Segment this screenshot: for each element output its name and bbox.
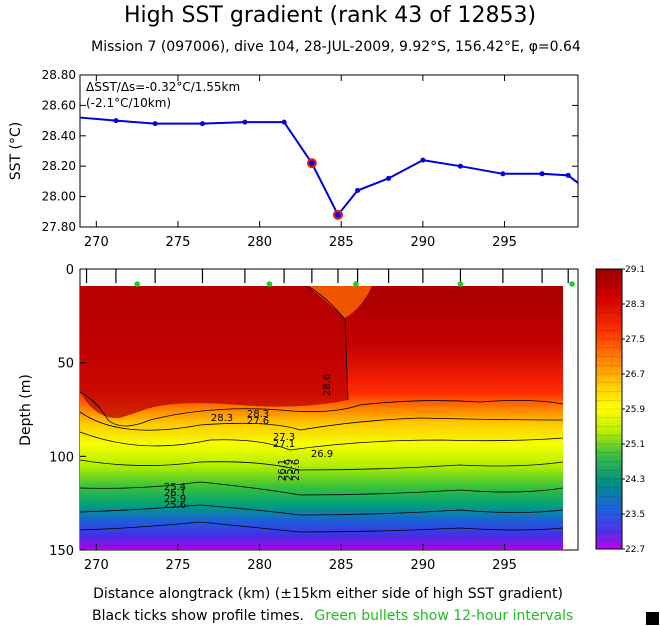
section-x-axis-label: Distance alongtrack (km) (±15km either s… xyxy=(93,586,563,602)
sst-x-tick-label: 285 xyxy=(329,235,354,250)
section-x-tick-label: 270 xyxy=(84,558,109,573)
contour-label: 27.1 xyxy=(273,439,295,450)
colorbar-ticks: 29.1 28.3 27.5 26.7 25.9 25.1 24.3 23.5 22.7 xyxy=(622,265,645,555)
sst-x-tick-label: 280 xyxy=(247,235,272,250)
chart-title: High SST gradient (rank 43 of 12853) xyxy=(124,3,536,28)
colorbar-tick-label: 24.3 xyxy=(625,475,645,485)
footer-profile-ticks-note: Black ticks show profile times. xyxy=(92,608,304,624)
sst-y-tick-label: 28.00 xyxy=(42,190,76,204)
sst-gradient-annotation: ΔSST/Δs=-0.32°C/1.55km xyxy=(86,80,240,94)
green-bullet xyxy=(569,281,575,287)
section-x-tick-label: 285 xyxy=(329,558,354,573)
sst-y-tick-label: 28.80 xyxy=(42,68,76,82)
footer-green-bullets-note: Green bullets show 12-hour intervals xyxy=(314,608,573,624)
sst-point xyxy=(386,175,392,181)
contour-label: 28.6 xyxy=(322,374,333,396)
section-surface-lens xyxy=(308,286,372,318)
section-profile-ticks xyxy=(85,269,569,283)
colorbar-tick-label: 28.3 xyxy=(625,300,645,310)
sst-point xyxy=(355,188,361,194)
footer-note: Black ticks show profile times. Green bu… xyxy=(92,608,573,624)
section-contours xyxy=(80,286,563,533)
section-warm-core xyxy=(80,286,348,419)
sst-plot-frame xyxy=(79,74,579,228)
sst-point xyxy=(539,171,545,177)
green-bullet xyxy=(353,281,359,287)
sst-point xyxy=(199,121,205,127)
colorbar-tick-label: 29.1 xyxy=(625,265,645,275)
sst-point xyxy=(309,160,315,166)
sst-point xyxy=(565,172,571,178)
section-x-tick-label: 290 xyxy=(410,558,435,573)
sst-point xyxy=(281,119,287,125)
sst-point xyxy=(152,121,158,127)
corner-marker xyxy=(646,612,659,625)
sst-x-tick-label: 295 xyxy=(492,235,517,250)
sst-x-tick-label: 270 xyxy=(84,235,109,250)
colorbar-fill xyxy=(595,268,623,550)
sst-x-axis: 270 275 280 285 290 295 xyxy=(84,75,517,250)
colorbar: 29.1 28.3 27.5 26.7 25.9 25.1 24.3 23.5 22.7 xyxy=(595,265,645,555)
sst-x-tick-label: 290 xyxy=(410,235,435,250)
sst-y-tick-label: 28.20 xyxy=(42,159,76,173)
chart-subtitle: Mission 7 (097006), dive 104, 28-JUL-200… xyxy=(91,39,581,55)
contour-label: 25.9 xyxy=(164,494,186,505)
sst-point xyxy=(500,171,506,177)
contour-label: 28.3 xyxy=(247,409,269,420)
sst-point xyxy=(335,212,341,218)
sst-y-axis-label: SST (°C) xyxy=(8,122,24,180)
sst-series-line xyxy=(79,116,579,217)
colorbar-tick-label: 22.7 xyxy=(625,545,645,555)
sst-point xyxy=(242,119,248,125)
contour-label: 28.3 xyxy=(211,413,233,424)
sst-point xyxy=(113,118,119,124)
colorbar-tick-label: 25.1 xyxy=(625,440,645,450)
contour-label: 26.1 xyxy=(164,488,186,499)
colorbar-tick-label: 25.9 xyxy=(625,405,645,415)
green-bullet xyxy=(266,281,273,287)
contour-label: 25.9 xyxy=(284,459,295,481)
contour-label: 25.6 xyxy=(164,500,186,511)
section-y-tick-label: 0 xyxy=(66,263,74,278)
colorbar-tick-label: 23.5 xyxy=(625,510,645,520)
colorbar-bands xyxy=(596,277,622,541)
colorbar-tick-label: 27.5 xyxy=(625,335,645,345)
section-x-axis: 270 275 280 285 290 295 xyxy=(84,544,517,573)
sst-point xyxy=(457,163,463,169)
sst-gradient-annotation-per10km: (-2.1°C/10km) xyxy=(86,96,171,110)
sst-y-tick-label: 28.40 xyxy=(42,129,76,143)
section-x-tick-label: 295 xyxy=(492,558,517,573)
green-bullet xyxy=(134,281,140,287)
sst-y-axis: 27.80 28.00 28.20 28.40 28.60 28.80 xyxy=(42,68,578,234)
colorbar-tick-label: 26.7 xyxy=(625,370,645,380)
green-bullet xyxy=(457,281,464,287)
sst-points xyxy=(113,118,571,220)
section-x-tick-label: 275 xyxy=(166,558,191,573)
section-y-tick-label: 50 xyxy=(57,357,74,372)
sst-y-tick-label: 28.60 xyxy=(42,98,76,112)
section-y-axis: 0 50 100 150 xyxy=(49,263,86,559)
contour-label: 26.9 xyxy=(311,449,333,460)
section-green-bullets xyxy=(134,281,575,287)
section-contour-labels: 28.628.3 28.327.627.327.126.926.125.925.6… xyxy=(164,374,333,511)
contour-label: 25.4 xyxy=(164,482,186,493)
contour-label: 25.6 xyxy=(291,459,302,481)
sst-y-tick-label: 27.80 xyxy=(42,220,76,234)
section-y-tick-label: 150 xyxy=(49,544,74,559)
sst-point xyxy=(420,157,426,163)
contour-label: 27.3 xyxy=(273,432,295,443)
sst-panel: 270 275 280 285 290 295 27.8028.0028.2028.402… xyxy=(8,68,579,250)
section-panel: 28.628.3 28.327.627.327.126.926.125.925.6… xyxy=(18,263,579,602)
section-x-tick-label: 280 xyxy=(247,558,272,573)
section-y-tick-label: 100 xyxy=(49,450,74,465)
section-y-axis-label: Depth (m) xyxy=(18,374,34,446)
sst-x-tick-label: 275 xyxy=(166,235,191,250)
contour-label: 26.1 xyxy=(277,459,288,481)
contour-label: 27.6 xyxy=(247,416,269,427)
